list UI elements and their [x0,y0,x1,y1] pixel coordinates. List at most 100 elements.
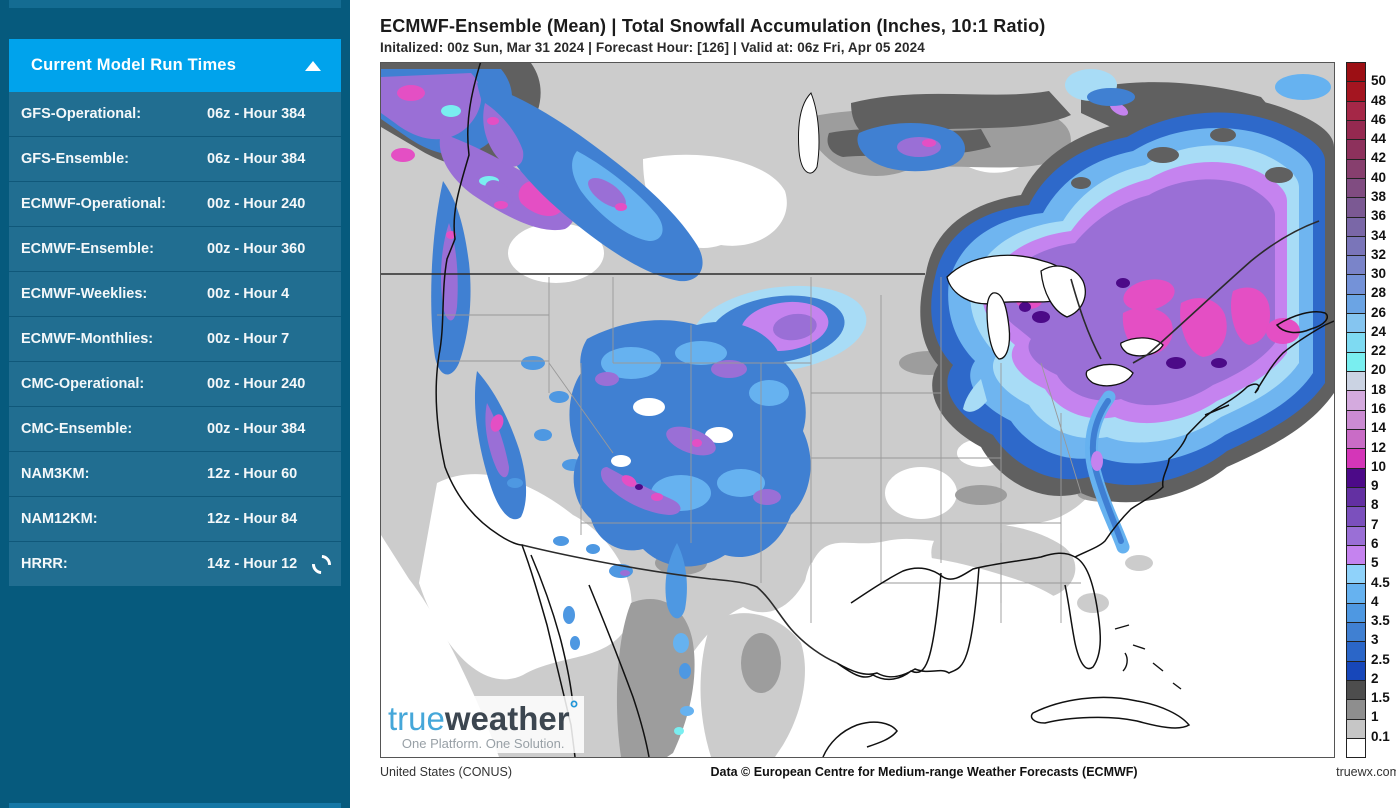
footer-region-label: United States (CONUS) [380,765,512,779]
colorbar [1346,62,1366,758]
model-name: HRRR: [21,556,68,572]
model-run-time: 06z - Hour 384 [207,151,306,167]
colorbar-label: 26 [1371,304,1387,320]
snowfall-map: trueweather° One Platform. One Solution. [380,62,1335,758]
main-content: ECMWF-Ensemble (Mean) | Total Snowfall A… [350,0,1396,808]
model-run-row: NAM3KM: 12z - Hour 60 [9,451,341,496]
model-run-row: NAM12KM: 12z - Hour 84 [9,496,341,541]
footer-attribution: Data © European Centre for Medium-range … [710,765,1138,779]
model-name: GFS-Operational: [21,106,142,122]
colorbar-label: 8 [1371,497,1379,513]
colorbar-segment [1347,564,1365,584]
sidebar: Current Model Run Times GFS-Operational:… [0,0,350,808]
colorbar-segment [1347,699,1365,719]
colorbar-label: 20 [1371,362,1387,378]
colorbar-segment [1347,737,1365,758]
colorbar-segment [1347,255,1365,275]
adjacent-panel-edge-top[interactable] [9,0,341,8]
colorbar-segment [1347,274,1365,294]
colorbar-segment [1347,641,1365,661]
colorbar-label: 14 [1371,420,1387,436]
colorbar-segment [1347,177,1365,198]
model-run-time: 12z - Hour 84 [207,511,298,527]
model-name: ECMWF-Monthlies: [21,331,154,347]
model-run-time: 14z - Hour 12 [207,556,298,572]
colorbar-label: 3.5 [1371,613,1390,629]
model-run-row: GFS-Ensemble: 06z - Hour 384 [9,136,341,181]
colorbar-segment [1347,486,1365,507]
colorbar-segment [1347,525,1365,545]
colorbar-segment [1347,100,1365,120]
colorbar-segment [1347,119,1365,140]
colorbar-label: 50 [1371,73,1387,89]
colorbar-label: 5 [1371,555,1379,571]
colorbar-label: 9 [1371,478,1379,494]
colorbar-label: 10 [1371,458,1387,474]
colorbar-segment [1347,139,1365,159]
model-run-row: ECMWF-Monthlies: 00z - Hour 7 [9,316,341,361]
colorbar-label: 36 [1371,208,1387,224]
model-run-row: ECMWF-Ensemble: 00z - Hour 360 [9,226,341,271]
model-name: CMC-Ensemble: [21,421,133,437]
colorbar-segment [1347,718,1365,738]
model-run-list: GFS-Operational: 06z - Hour 384 GFS-Ensemb… [9,92,341,586]
model-run-time: 00z - Hour 384 [207,421,306,437]
model-run-time: 12z - Hour 60 [207,466,298,482]
model-name: ECMWF-Operational: [21,196,166,212]
colorbar-label: 1.5 [1371,690,1390,706]
logo-tagline: One Platform. One Solution. [401,736,565,751]
model-name: NAM3KM: [21,466,90,482]
colorbar-segment [1347,622,1365,642]
colorbar-label: 28 [1371,285,1387,301]
model-run-time: 00z - Hour 4 [207,286,290,302]
colorbar-label: 16 [1371,401,1387,416]
model-run-time: 00z - Hour 240 [207,196,306,212]
colorbar-label: 48 [1371,92,1387,108]
colorbar-segment [1347,351,1365,371]
colorbar-label: 4.5 [1371,574,1390,590]
model-run-row: HRRR: 14z - Hour 12 [9,541,341,586]
colorbar-label: 0.1 [1371,728,1390,744]
colorbar-segment [1347,409,1365,429]
colorbar-segment [1347,506,1365,526]
colorbar-label: 1 [1371,709,1379,725]
colorbar-label: 32 [1371,246,1387,262]
colorbar-label: 30 [1371,266,1387,282]
colorbar-segment [1347,81,1365,101]
model-run-times-header[interactable]: Current Model Run Times [9,39,341,92]
model-run-time: 06z - Hour 384 [207,106,306,122]
colorbar-segment [1347,293,1365,314]
colorbar-segment [1347,602,1365,623]
colorbar-label: 38 [1371,188,1387,204]
colorbar-label: 44 [1371,131,1387,147]
footer-site-label: truewx.com [1336,765,1396,779]
colorbar-labels: 50 48 46 44 42 40 38 36 34 32 30 28 26 24 22 20 18 16 14 12… [1371,62,1396,758]
colorbar-wrap: 50 48 46 44 42 40 38 36 34 32 30 28 26 24 22 20 18 16 14 12… [1346,62,1396,758]
colorbar-segment [1347,371,1365,391]
colorbar-segment [1347,428,1365,449]
model-run-time: 00z - Hour 240 [207,376,306,392]
colorbar-segment [1347,390,1365,410]
colorbar-label: 34 [1371,227,1387,243]
colorbar-label: 12 [1371,439,1387,455]
logo-weather: weather [444,700,570,737]
trueweather-logo: trueweather° One Platform. One Solution. [386,696,585,753]
adjacent-panel-edge-bottom[interactable] [9,803,341,808]
model-run-time: 00z - Hour 360 [207,241,306,257]
colorbar-label: 6 [1371,535,1379,551]
snowfall-map-svg [381,63,1334,757]
colorbar-segment [1347,660,1365,680]
colorbar-label: 3 [1371,632,1379,648]
model-run-row: ECMWF-Weeklies: 00z - Hour 4 [9,271,341,316]
colorbar-segment [1347,158,1365,178]
colorbar-segment [1347,197,1365,217]
colorbar-label: 42 [1371,150,1387,166]
colorbar-segment [1347,448,1365,468]
colorbar-segment [1347,583,1365,603]
model-name: ECMWF-Ensemble: [21,241,154,257]
collapse-arrow-icon[interactable] [305,60,321,71]
colorbar-segment [1347,63,1365,82]
colorbar-label: 24 [1371,323,1387,339]
colorbar-label: 18 [1371,381,1387,397]
colorbar-segment [1347,216,1365,236]
